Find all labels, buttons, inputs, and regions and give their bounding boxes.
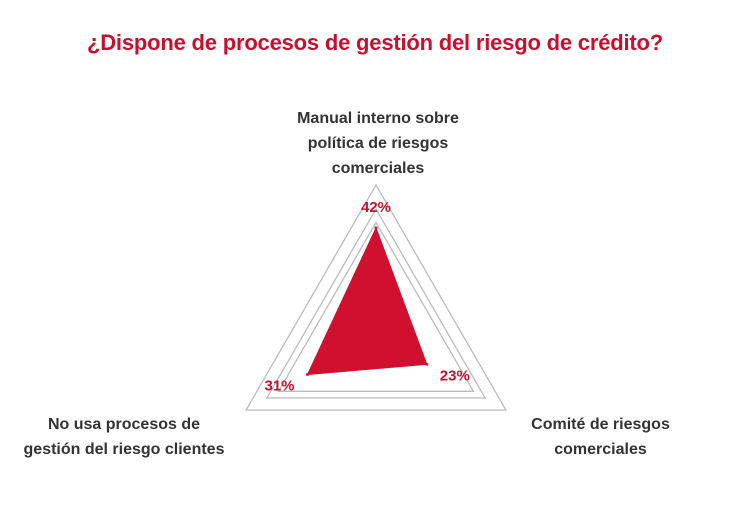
axis-label-line: gestión del riesgo clientes	[23, 441, 225, 458]
data-point	[425, 362, 429, 366]
axis-label-line: comerciales	[554, 441, 647, 458]
axis-label-no-usa-procesos: No usa procesos de gestión del riesgo cl…	[8, 412, 240, 462]
grid-ring	[265, 207, 487, 399]
data-point	[306, 373, 309, 376]
axis-label-line: No usa procesos de	[47, 416, 201, 433]
grid-ring	[277, 221, 475, 392]
axis-label-line: comerciales	[331, 160, 425, 177]
axis-label-line: Manual interno sobre	[297, 110, 459, 127]
axis-label-comite-riesgos: Comité de riesgos comerciales	[518, 412, 683, 462]
axis-label-line: política de riesgos	[307, 135, 449, 152]
grid-ring	[244, 183, 508, 411]
data-area	[306, 226, 428, 376]
value-label: 42%	[361, 199, 391, 216]
chart-title: ¿Dispone de procesos de gestión del ries…	[87, 30, 663, 55]
data-point	[374, 226, 378, 230]
value-label: 31%	[264, 378, 294, 395]
axis-label-manual-interno: Manual interno sobre política de riesgos…	[278, 106, 478, 181]
value-label: 23%	[440, 367, 470, 384]
axis-label-line: Comité de riesgos	[531, 416, 670, 433]
